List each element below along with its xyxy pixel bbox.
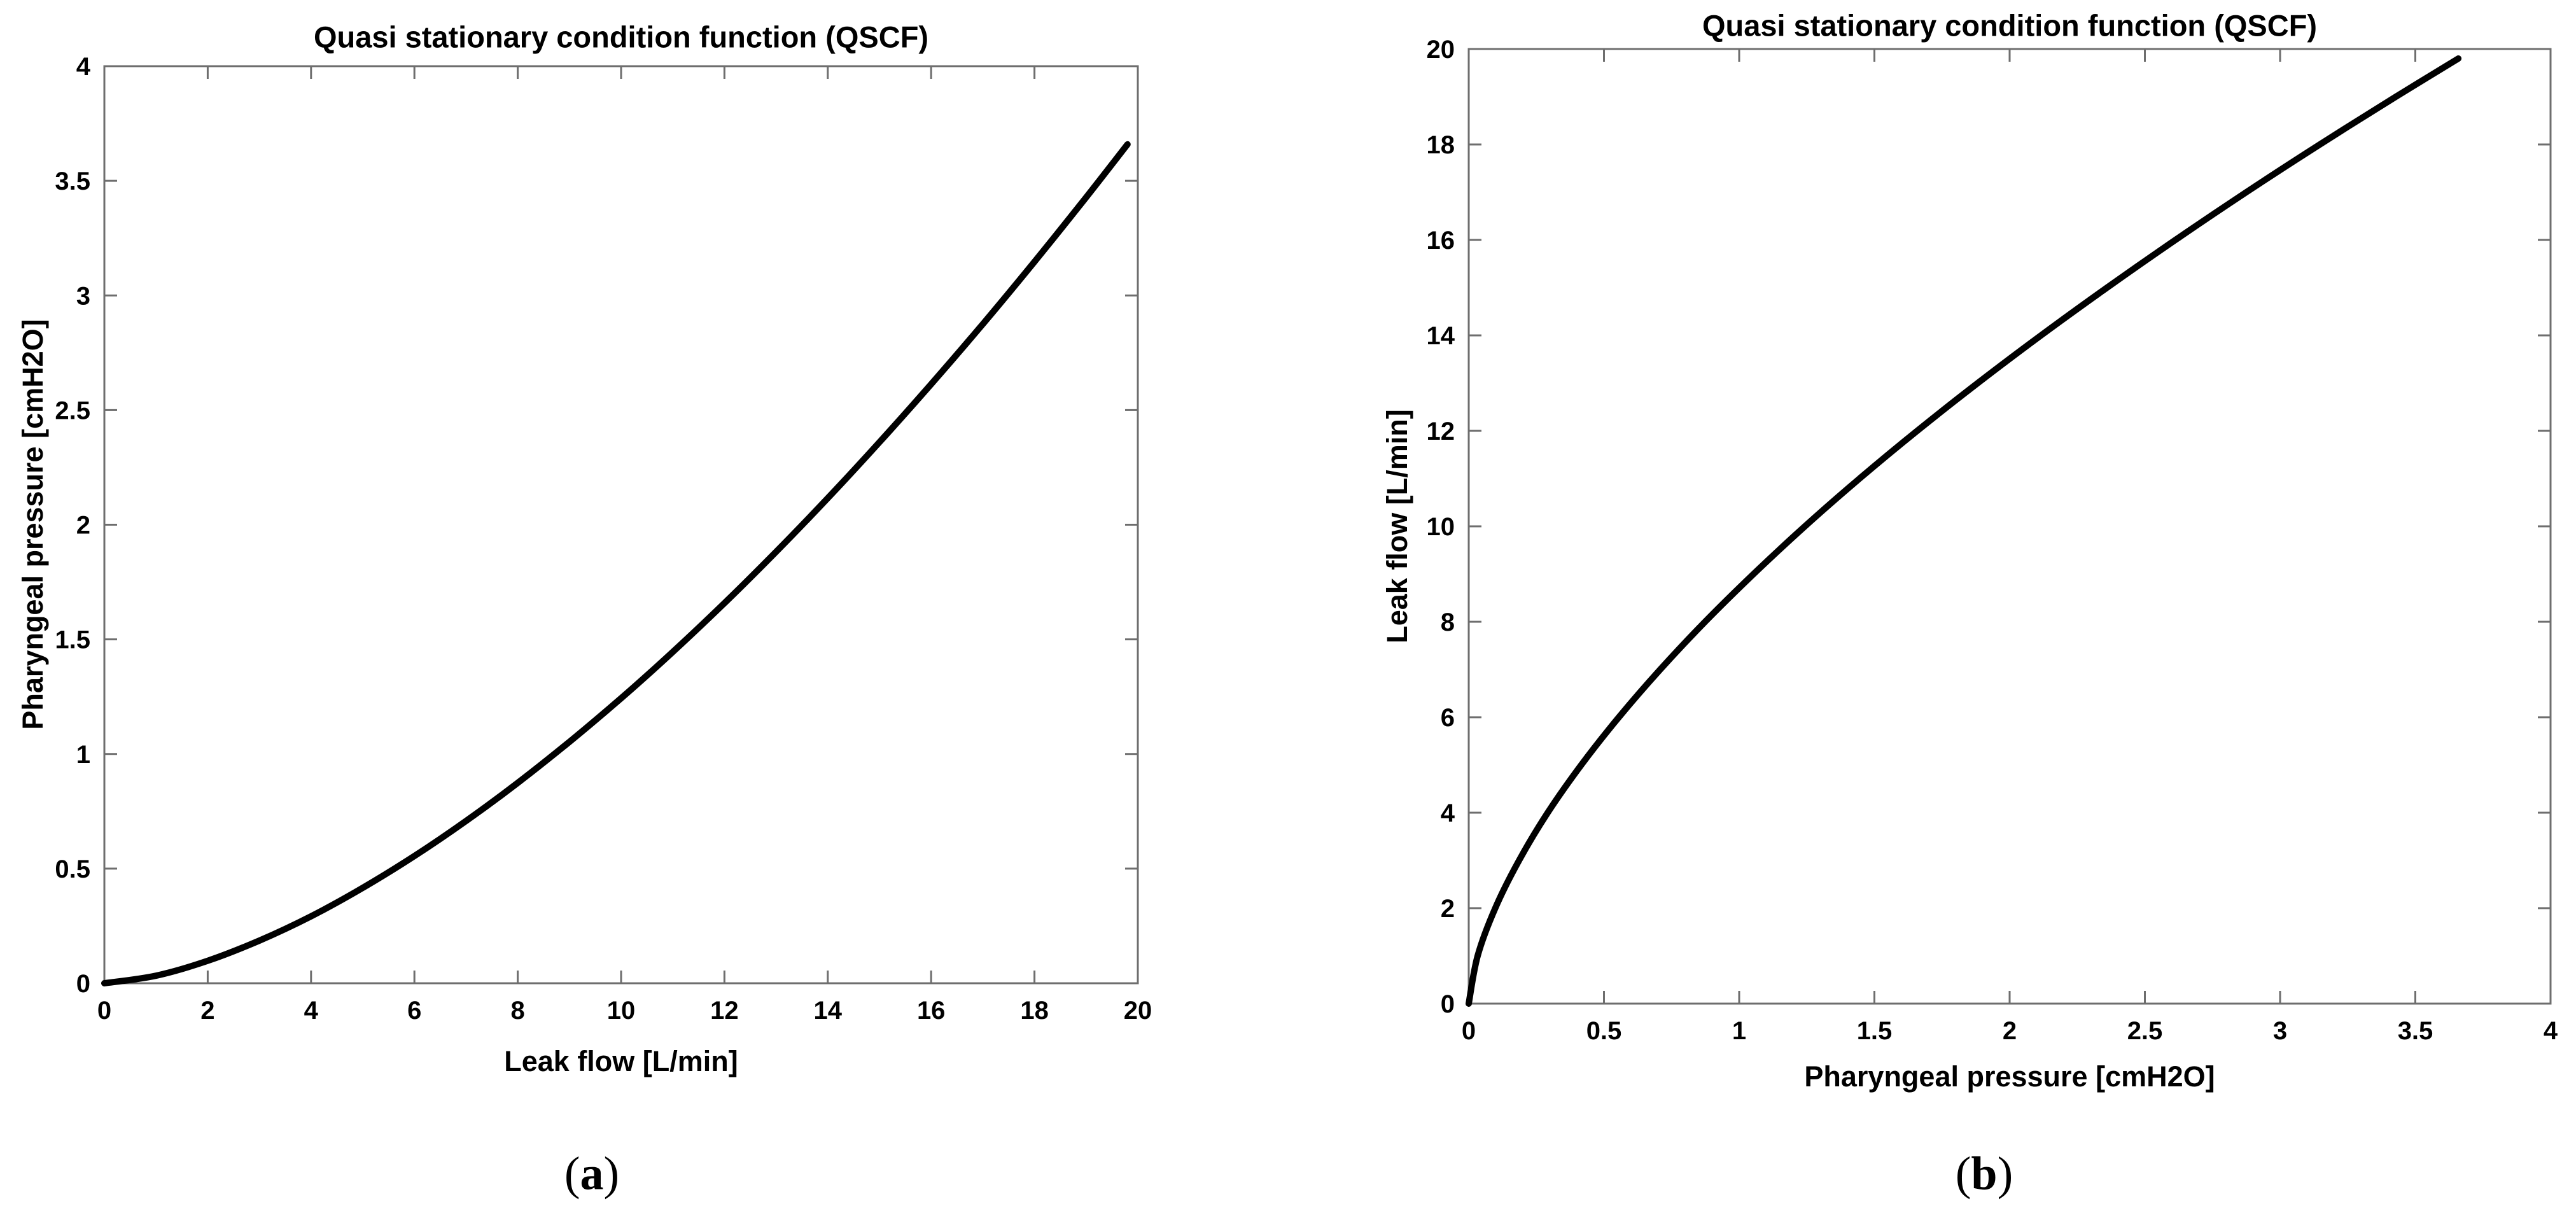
chart-a-plot: 0 2 4 6 8 10 12 14 16 18 20 0 0.5 1 1.5 2 2.5 3 3.5 4 — [55, 53, 1152, 1025]
y-tick-label: 0.5 — [55, 855, 90, 883]
y-tick-label: 8 — [1441, 608, 1455, 636]
qscf-curve — [101, 141, 1131, 986]
y-tick-label: 3 — [76, 282, 90, 310]
x-tick-label: 10 — [607, 997, 636, 1025]
y-tick-label: 2 — [1441, 895, 1455, 923]
x-tick-label: 20 — [1124, 997, 1152, 1025]
y-tick-label: 20 — [1427, 36, 1455, 64]
x-tick-label: 2 — [2003, 1017, 2017, 1045]
y-tick-label: 12 — [1427, 417, 1455, 445]
x-tick-label: 12 — [710, 997, 739, 1025]
x-tick-label: 4 — [2544, 1017, 2558, 1045]
x-tick-label: 3 — [2273, 1017, 2287, 1045]
y-tick-label: 4 — [1441, 799, 1455, 827]
x-tick-label: 1 — [1732, 1017, 1746, 1045]
y-tick-label: 16 — [1427, 227, 1455, 255]
y-tick-label: 3.5 — [55, 167, 90, 195]
x-tick-label: 2 — [200, 997, 214, 1025]
y-tick-label: 14 — [1427, 322, 1455, 350]
x-tick-label: 14 — [814, 997, 843, 1025]
y-tick-label: 2.5 — [55, 396, 90, 424]
x-tick-label: 18 — [1020, 997, 1049, 1025]
x-tick-label: 16 — [917, 997, 946, 1025]
y-tick-label: 1 — [76, 741, 90, 769]
chart-b-plot: 0 0.5 1 1.5 2 2.5 3 3.5 4 0 2 4 6 8 10 12 14 16 18 20 — [1427, 36, 2558, 1045]
qscf-curve — [1466, 55, 2462, 1007]
y-tick-label: 10 — [1427, 513, 1455, 541]
y-tick-label: 18 — [1427, 131, 1455, 159]
y-tick-label: 0 — [1441, 990, 1455, 1018]
y-tick-label: 6 — [1441, 704, 1455, 732]
plot-box — [103, 65, 1139, 985]
y-tick-label: 4 — [76, 53, 91, 81]
x-tick-label: 0.5 — [1586, 1017, 1622, 1045]
plot-box — [1467, 48, 2552, 1005]
y-tick-label: 2 — [76, 512, 90, 540]
x-tick-label: 8 — [510, 997, 524, 1025]
x-tick-label: 2.5 — [2127, 1017, 2163, 1045]
x-tick-label: 1.5 — [1857, 1017, 1893, 1045]
x-tick-label: 0 — [97, 997, 111, 1025]
x-tick-label: 6 — [407, 997, 421, 1025]
x-tick-label: 3.5 — [2398, 1017, 2433, 1045]
y-tick-label: 1.5 — [55, 626, 90, 654]
x-tick-label: 4 — [304, 997, 319, 1025]
x-tick-label: 0 — [1462, 1017, 1476, 1045]
y-tick-label: 0 — [76, 970, 90, 998]
